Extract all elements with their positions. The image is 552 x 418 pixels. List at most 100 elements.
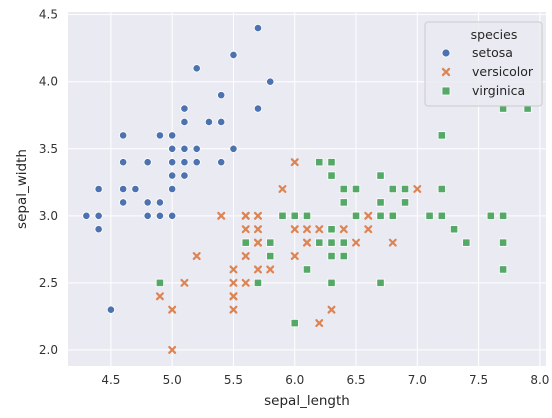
data-point <box>315 225 324 234</box>
data-point <box>499 211 508 220</box>
x-tick-label: 7.0 <box>408 373 427 387</box>
data-point <box>327 278 336 287</box>
data-point <box>437 211 446 220</box>
data-point <box>106 305 115 314</box>
data-point <box>303 238 311 247</box>
x-axis-label: sepal_length <box>264 393 350 409</box>
data-point <box>155 278 165 287</box>
data-point <box>131 184 140 194</box>
legend-title: species <box>471 27 518 42</box>
data-point <box>143 211 152 220</box>
data-point <box>266 265 275 274</box>
data-point <box>168 305 177 314</box>
data-point <box>400 184 410 194</box>
data-point <box>119 198 128 207</box>
tick-labels: 4.5 5.0 5.5 6.0 6.5 7.0 7.5 8.0 2.0 2.5 3.0 3.5 4.0 4… <box>39 8 550 387</box>
data-point <box>94 211 103 220</box>
data-point <box>180 144 189 153</box>
data-point <box>180 158 189 167</box>
data-point <box>376 171 385 180</box>
data-point <box>266 251 275 261</box>
data-point <box>241 238 250 247</box>
data-point <box>155 198 165 207</box>
data-point <box>229 50 238 60</box>
data-point <box>229 292 238 301</box>
data-point <box>315 238 324 247</box>
data-point <box>192 64 201 73</box>
legend: species setosa versicolor virginica <box>424 21 543 107</box>
data-point <box>364 225 373 234</box>
data-point <box>339 184 348 194</box>
data-point <box>180 117 189 127</box>
data-point <box>217 211 226 220</box>
data-point <box>143 198 152 207</box>
y-tick-label: 4.0 <box>39 75 58 89</box>
data-point <box>192 252 201 261</box>
data-point <box>119 184 128 194</box>
data-point <box>180 171 189 180</box>
data-point <box>315 319 324 328</box>
data-point <box>339 198 348 207</box>
data-point <box>278 211 287 220</box>
data-point <box>388 184 397 194</box>
data-point <box>303 225 311 234</box>
data-point <box>253 225 262 234</box>
y-tick-label: 2.0 <box>39 343 58 357</box>
data-point <box>376 278 385 287</box>
data-point <box>217 117 226 127</box>
data-point <box>388 211 397 220</box>
data-point <box>241 278 250 287</box>
data-point <box>168 184 177 194</box>
data-point <box>290 318 299 328</box>
data-point <box>302 265 312 274</box>
data-point <box>180 278 189 287</box>
y-tick-label: 4.5 <box>39 8 58 22</box>
data-point <box>339 225 348 234</box>
data-point <box>364 211 373 220</box>
data-point <box>229 265 238 274</box>
data-point <box>168 345 177 354</box>
data-point <box>315 158 324 167</box>
data-point <box>441 67 451 77</box>
data-point <box>180 104 189 113</box>
data-point <box>266 238 275 247</box>
data-point <box>290 225 299 234</box>
x-tick-label: 4.5 <box>101 373 120 387</box>
data-point <box>425 211 434 220</box>
data-point <box>376 211 385 220</box>
data-point <box>351 211 361 220</box>
data-point <box>229 144 238 153</box>
series-virginica <box>155 104 532 328</box>
x-tick-label: 7.5 <box>469 373 488 387</box>
data-point <box>290 252 299 261</box>
legend-label-virginica: virginica <box>472 83 525 98</box>
x-tick-label: 6.5 <box>346 373 365 387</box>
data-point <box>413 185 422 193</box>
data-point <box>241 211 250 220</box>
data-point <box>449 225 459 234</box>
data-point <box>155 211 165 220</box>
data-point <box>327 225 336 234</box>
data-point <box>486 211 495 220</box>
data-point <box>253 238 262 247</box>
data-point <box>204 117 214 127</box>
y-tick-label: 3.0 <box>39 209 58 223</box>
data-point <box>241 252 250 261</box>
data-point <box>302 211 312 220</box>
data-point <box>339 238 348 247</box>
data-point <box>253 265 262 274</box>
legend-label-setosa: setosa <box>472 45 513 60</box>
data-point <box>168 131 177 140</box>
data-point <box>327 251 336 261</box>
data-point <box>441 48 451 58</box>
data-point <box>217 91 226 100</box>
data-point <box>339 251 348 261</box>
data-point <box>253 278 263 287</box>
legend-label-versicolor: versicolor <box>472 64 534 79</box>
data-point <box>155 292 164 301</box>
data-point <box>499 265 508 274</box>
data-point <box>94 225 103 234</box>
data-point <box>229 305 238 314</box>
data-point <box>253 211 262 220</box>
